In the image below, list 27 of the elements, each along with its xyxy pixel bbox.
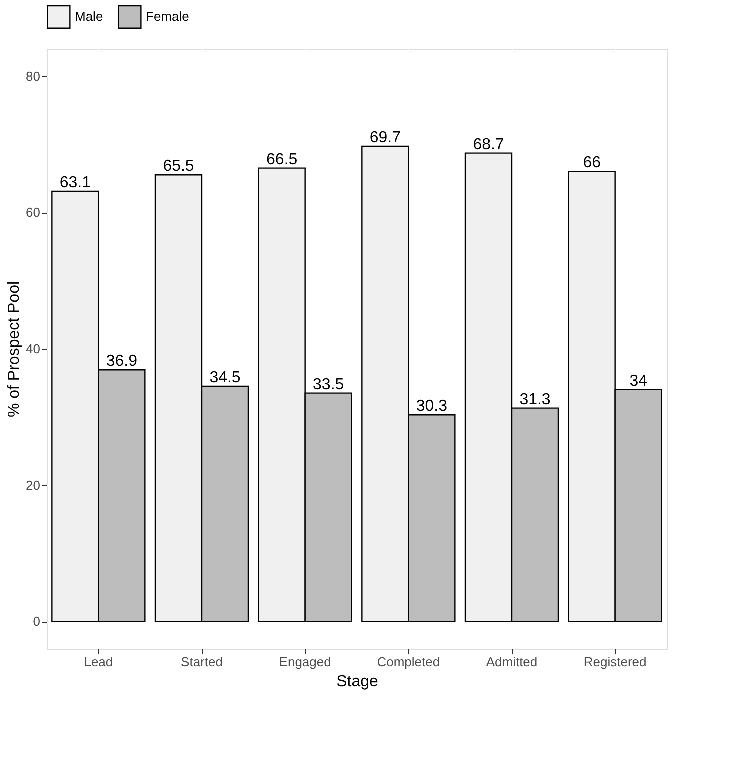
legend-label: Male [75, 9, 104, 24]
data-label: 34.5 [210, 370, 241, 386]
y-tick-label: 40 [26, 342, 40, 356]
legend-label: Female [146, 9, 190, 24]
data-label: 63.1 [60, 174, 92, 192]
data-label: 68.7 [473, 136, 504, 154]
x-tick-label: Started [181, 654, 223, 670]
x-tick-label: Engaged [279, 654, 332, 670]
x-tick-label: Lead [84, 654, 114, 670]
data-label: 33.5 [313, 376, 344, 394]
x-tick-label: Admitted [486, 654, 538, 670]
x-tick-label: Registered [584, 654, 647, 670]
data-label: 65.5 [163, 158, 194, 176]
x-tick-label: Completed [377, 654, 440, 670]
y-tick-label: 80 [26, 68, 40, 84]
data-label: 34 [630, 372, 648, 390]
data-label: 31.3 [520, 391, 551, 408]
y-tick-label: 0 [33, 614, 40, 630]
data-label: 36.9 [106, 353, 138, 370]
data-label: 66 [583, 154, 602, 172]
y-tick-label: 20 [26, 478, 40, 493]
data-label: 69.7 [370, 130, 402, 146]
y-tick-label: 60 [26, 205, 40, 220]
data-label: 30.3 [416, 398, 448, 416]
y-axis-title: % of Prospect Pool [6, 281, 24, 418]
x-axis-title: Stage [336, 674, 379, 690]
data-label: 66.5 [266, 151, 298, 168]
